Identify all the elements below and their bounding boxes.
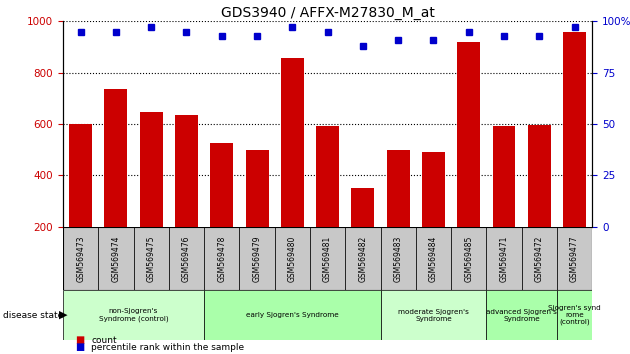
Text: GSM569475: GSM569475 xyxy=(147,235,156,282)
Text: GSM569476: GSM569476 xyxy=(182,235,191,282)
Text: GSM569479: GSM569479 xyxy=(253,235,261,282)
Text: Sjogren's synd
rome
(control): Sjogren's synd rome (control) xyxy=(548,305,601,325)
Bar xyxy=(63,290,204,340)
Bar xyxy=(345,227,381,290)
Text: ■: ■ xyxy=(76,342,85,352)
Text: advanced Sjogren's
Syndrome: advanced Sjogren's Syndrome xyxy=(486,309,557,321)
Bar xyxy=(422,152,445,278)
Text: percentile rank within the sample: percentile rank within the sample xyxy=(91,343,244,352)
Bar xyxy=(563,32,586,278)
Bar xyxy=(451,227,486,290)
Bar xyxy=(557,290,592,340)
Bar xyxy=(387,150,410,278)
Text: GSM569473: GSM569473 xyxy=(76,235,85,282)
Text: ■: ■ xyxy=(76,335,85,345)
Bar xyxy=(246,150,268,278)
Bar xyxy=(281,58,304,278)
Bar xyxy=(316,126,339,278)
Text: GSM569483: GSM569483 xyxy=(394,235,403,282)
Bar xyxy=(486,227,522,290)
Bar xyxy=(457,42,480,278)
Bar xyxy=(210,143,233,278)
Text: GSM569482: GSM569482 xyxy=(358,235,367,281)
Bar xyxy=(381,227,416,290)
Bar xyxy=(69,124,92,278)
Bar xyxy=(175,115,198,278)
Bar xyxy=(204,290,381,340)
Text: GSM569484: GSM569484 xyxy=(429,235,438,282)
Bar xyxy=(310,227,345,290)
Text: GSM569474: GSM569474 xyxy=(112,235,120,282)
Bar xyxy=(493,126,515,278)
Bar xyxy=(98,227,134,290)
Bar xyxy=(381,290,486,340)
Bar xyxy=(63,227,98,290)
Text: GSM569485: GSM569485 xyxy=(464,235,473,282)
Bar xyxy=(352,188,374,278)
Text: GSM569478: GSM569478 xyxy=(217,235,226,282)
Text: disease state: disease state xyxy=(3,310,64,320)
Bar xyxy=(140,112,163,278)
Text: GSM569471: GSM569471 xyxy=(500,235,508,282)
Text: GSM569481: GSM569481 xyxy=(323,235,332,281)
Bar xyxy=(486,290,557,340)
Text: GSM569480: GSM569480 xyxy=(288,235,297,282)
Text: early Sjogren's Syndrome: early Sjogren's Syndrome xyxy=(246,312,339,318)
Bar xyxy=(416,227,451,290)
Bar xyxy=(204,227,239,290)
Bar xyxy=(528,125,551,278)
Bar xyxy=(134,227,169,290)
Text: moderate Sjogren's
Syndrome: moderate Sjogren's Syndrome xyxy=(398,309,469,321)
Title: GDS3940 / AFFX-M27830_M_at: GDS3940 / AFFX-M27830_M_at xyxy=(220,6,435,20)
Bar xyxy=(522,227,557,290)
Bar xyxy=(275,227,310,290)
Bar xyxy=(105,89,127,278)
Text: ▶: ▶ xyxy=(59,310,67,320)
Bar xyxy=(169,227,204,290)
Text: GSM569472: GSM569472 xyxy=(535,235,544,282)
Bar xyxy=(239,227,275,290)
Bar xyxy=(557,227,592,290)
Text: count: count xyxy=(91,336,117,345)
Text: non-Sjogren's
Syndrome (control): non-Sjogren's Syndrome (control) xyxy=(99,308,168,322)
Text: GSM569477: GSM569477 xyxy=(570,235,579,282)
